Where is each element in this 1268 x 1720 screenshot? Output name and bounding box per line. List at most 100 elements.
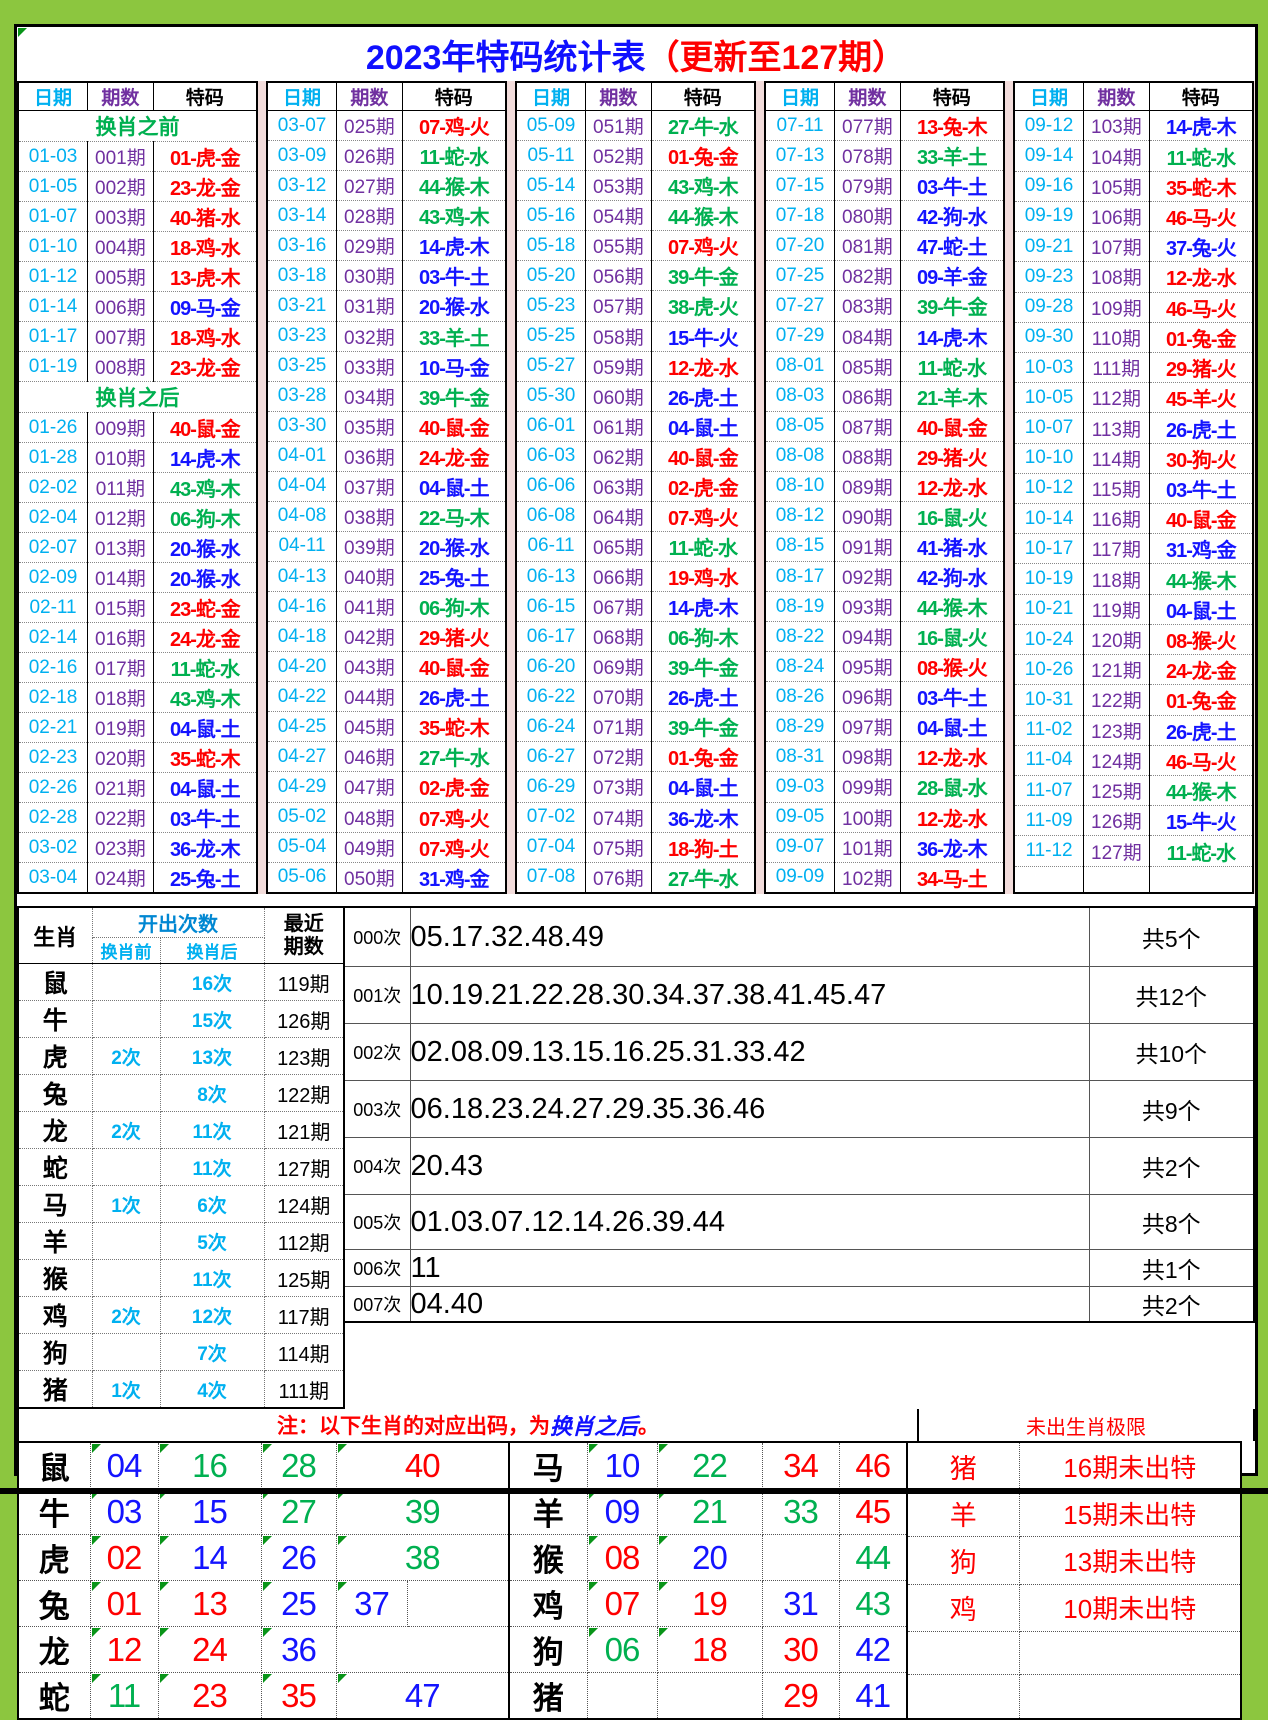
date-cell: 05-06 — [267, 861, 337, 893]
code-cell: 37-兔-火 — [1148, 231, 1253, 262]
period-cell: 117期 — [1083, 533, 1150, 564]
code-cell: 44-猴-木 — [899, 591, 1004, 622]
frequency-row: 006次 11 共1个 — [343, 1249, 1255, 1287]
period-cell: 031期 — [336, 290, 403, 321]
section-row: 换肖之后 — [18, 381, 257, 413]
date-cell: 08-10 — [765, 470, 835, 502]
table-row: 07-02 074期 36-龙-木 — [516, 801, 755, 833]
table-row: 02-02 011期 43-鸡-木 — [18, 472, 257, 503]
code-cell: 04-鼠-土 — [401, 470, 506, 502]
table-row: 10-05 112期 45-羊-火 — [1014, 382, 1253, 413]
date-cell: 08-29 — [765, 711, 835, 742]
period-cell: 014期 — [87, 562, 154, 593]
code-cell: 40-鼠-金 — [401, 651, 506, 682]
table-row: 07-11 077期 13-兔-木 — [765, 110, 1004, 141]
numbers-cell: 02.08.09.13.15.16.25.31.33.42 — [409, 1023, 1090, 1081]
zodiac-cell: 马 — [17, 1185, 93, 1223]
overdue-zodiac-cell — [906, 1674, 1020, 1720]
zodiac-stats-row: 狗 7次 114期 — [17, 1333, 345, 1371]
code-cell: 45-羊-火 — [1148, 382, 1253, 413]
date-cell: 10-03 — [1014, 351, 1084, 383]
table-row: 05-04 049期 07-鸡-火 — [267, 831, 506, 863]
date-cell: 04-18 — [267, 621, 337, 652]
period-cell: 107期 — [1083, 231, 1150, 262]
table-row: 04-18 042期 29-猪-火 — [267, 621, 506, 652]
number-cell: 23 — [157, 1672, 262, 1720]
date-cell: 06-15 — [516, 591, 586, 622]
code-cell: 02-虎-金 — [401, 771, 506, 802]
table-row: 02-28 022期 03-牛-土 — [18, 802, 257, 833]
overdue-row: 鸡 10期未出特 — [906, 1583, 1242, 1632]
code-cell: 43-鸡-木 — [401, 200, 506, 231]
code-cell: 20-猴-水 — [152, 532, 257, 563]
table-row: 06-20 069期 39-牛-金 — [516, 651, 755, 682]
date-cell: 06-08 — [516, 500, 586, 532]
code-cell: 21-羊-木 — [899, 380, 1004, 412]
overdue-row — [906, 1674, 1242, 1720]
table-row: 04-29 047期 02-虎-金 — [267, 771, 506, 802]
period-cell: 086期 — [834, 380, 901, 412]
table-row: 11-07 125期 44-猴-木 — [1014, 775, 1253, 806]
page-title: 2023年特码统计表 （更新至127期） — [17, 27, 1255, 81]
date-cell: 05-25 — [516, 320, 586, 352]
period-cell: 065期 — [585, 530, 652, 562]
table-row: 03-21 031期 20-猴-水 — [267, 290, 506, 321]
period-cell: 047期 — [336, 771, 403, 802]
code-cell: 24-龙-金 — [1148, 654, 1253, 685]
table-row: 10-26 121期 24-龙-金 — [1014, 654, 1253, 685]
table-row: 08-03 086期 21-羊-木 — [765, 380, 1004, 412]
code-cell: 01-兔-金 — [650, 741, 755, 772]
period-cell: 008期 — [87, 351, 154, 382]
table-row: 09-19 106期 46-马-火 — [1014, 200, 1253, 232]
overdue-zodiac-cell: 狗 — [906, 1536, 1020, 1585]
code-cell: 14-虎-木 — [650, 591, 755, 622]
date-cell: 09-14 — [1014, 140, 1084, 172]
section-header: 换肖之后 — [18, 381, 257, 413]
number-cell: 14 — [157, 1534, 262, 1581]
code-cell: 03-牛-土 — [152, 802, 257, 833]
note-prefix: 注：以下生肖的对应出码，为 — [276, 1415, 550, 1438]
code-cell: 26-虎-土 — [1148, 714, 1253, 746]
table-row: 10-07 113期 26-虎-土 — [1014, 412, 1253, 444]
date-cell: 04-27 — [267, 741, 337, 772]
period-cell: 032期 — [336, 320, 403, 352]
overdue-text-cell: 15期未出特 — [1018, 1489, 1242, 1538]
zodiac-cell: 猪 — [17, 1370, 93, 1409]
period-header: 期数 — [87, 82, 154, 111]
code-cell: 08-猴-火 — [899, 651, 1004, 682]
period-cell: 098期 — [834, 741, 901, 772]
number-cell: 01 — [89, 1580, 159, 1627]
table-row: 07-18 080期 42-狗-水 — [765, 200, 1004, 231]
code-cell: 42-狗-水 — [899, 200, 1004, 231]
stats-section: 生肖 开出次数 最近 期数 换肖前 换肖后鼠 16次 119期牛 15次 126期虎 2次 13次 12… — [17, 906, 1255, 1409]
number-cell: 06 — [586, 1626, 658, 1673]
period-cell: 037期 — [336, 470, 403, 502]
date-cell: 03-09 — [267, 140, 337, 171]
period-cell: 092期 — [834, 560, 901, 592]
after-count-cell: 13次 — [159, 1037, 265, 1075]
code-cell: 31-鸡-金 — [1148, 533, 1253, 564]
zodiac-stats-row: 鼠 16次 119期 — [17, 963, 345, 1001]
table-row: 09-05 100期 12-龙-水 — [765, 801, 1004, 833]
date-cell: 01-17 — [18, 321, 88, 352]
before-count-cell: 2次 — [91, 1111, 161, 1149]
code-cell: 04-鼠-土 — [650, 771, 755, 802]
mapping-row: 狗 06 18 30 42 — [508, 1626, 908, 1673]
table-row: 02-07 013期 20-猴-水 — [18, 532, 257, 563]
before-count-cell — [91, 1000, 161, 1038]
date-cell: 01-10 — [18, 231, 88, 262]
code-cell: 29-猪-火 — [401, 621, 506, 652]
table-row: 05-09 051期 27-牛-水 — [516, 110, 755, 141]
period-cell: 121期 — [1083, 654, 1150, 685]
period-cell: 025期 — [336, 110, 403, 141]
period-cell: 064期 — [585, 500, 652, 532]
date-cell: 03-28 — [267, 380, 337, 412]
period-cell: 054期 — [585, 200, 652, 231]
code-cell: 39-牛-金 — [899, 290, 1004, 321]
overdue-text-cell: 13期未出特 — [1018, 1536, 1242, 1585]
table-row: 02-09 014期 20-猴-水 — [18, 562, 257, 593]
number-cell: 43 — [838, 1580, 908, 1627]
period-cell: 001期 — [87, 141, 154, 172]
after-change-header: 换肖后 — [159, 937, 265, 964]
date-cell: 09-05 — [765, 801, 835, 833]
